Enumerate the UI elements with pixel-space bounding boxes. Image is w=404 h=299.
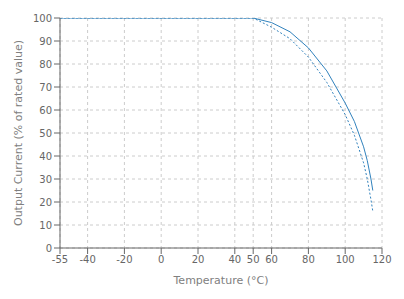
svg-text:60: 60	[265, 254, 278, 265]
svg-text:0: 0	[158, 254, 164, 265]
svg-text:10: 10	[39, 220, 52, 231]
svg-text:Output Current (% of rated val: Output Current (% of rated value)	[12, 40, 25, 226]
svg-text:20: 20	[192, 254, 205, 265]
svg-text:-40: -40	[79, 254, 95, 265]
svg-text:100: 100	[336, 254, 355, 265]
svg-text:Temperature (°C): Temperature (°C)	[173, 274, 269, 287]
svg-text:50: 50	[247, 254, 260, 265]
svg-text:-55: -55	[52, 254, 68, 265]
svg-text:40: 40	[228, 254, 241, 265]
svg-text:100: 100	[33, 13, 52, 24]
svg-text:60: 60	[39, 105, 52, 116]
svg-text:40: 40	[39, 151, 52, 162]
svg-text:30: 30	[39, 174, 52, 185]
svg-text:90: 90	[39, 36, 52, 47]
svg-text:80: 80	[39, 59, 52, 70]
svg-text:120: 120	[372, 254, 391, 265]
svg-text:-20: -20	[116, 254, 132, 265]
svg-text:0: 0	[46, 243, 52, 254]
svg-text:50: 50	[39, 128, 52, 139]
svg-text:20: 20	[39, 197, 52, 208]
svg-text:80: 80	[302, 254, 315, 265]
svg-text:70: 70	[39, 82, 52, 93]
